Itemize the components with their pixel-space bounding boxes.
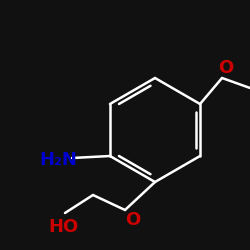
Text: O: O (218, 59, 234, 77)
Text: H₂N: H₂N (39, 151, 77, 169)
Text: O: O (126, 211, 140, 229)
Text: HO: HO (48, 218, 78, 236)
